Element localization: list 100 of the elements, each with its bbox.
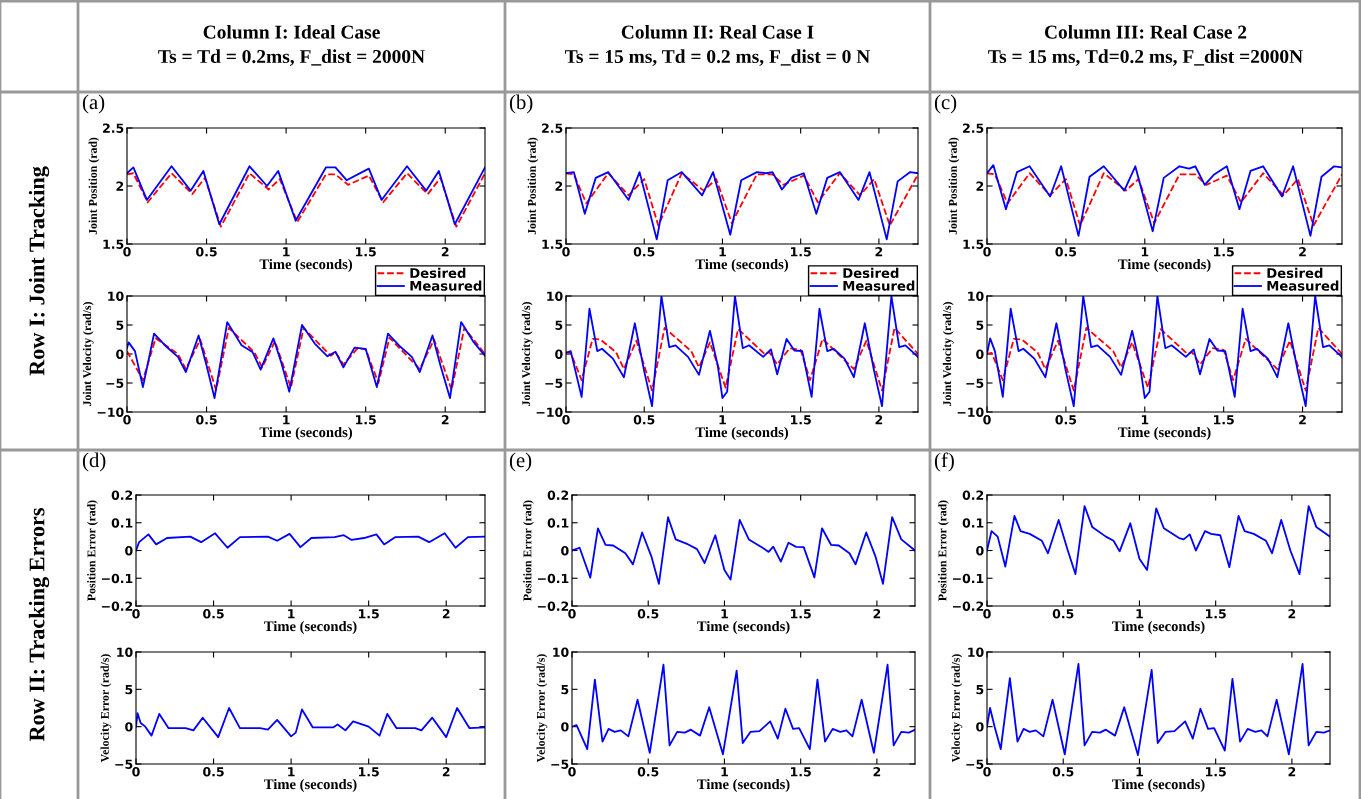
text: Row I: Joint Tracking — [28, 166, 50, 376]
y-axis-title: Joint Velocity (rad/s) — [521, 302, 533, 406]
y-tick-label: 2 — [976, 181, 984, 191]
x-tick-label: 1 — [719, 247, 726, 257]
y-tick-label: 0 — [976, 545, 984, 556]
text: (b) — [509, 94, 533, 114]
x-tick-label: 1.5 — [791, 609, 811, 619]
y-axis-title: Velocity Error (rad/s) — [536, 654, 548, 763]
line-series — [566, 171, 918, 241]
line-series — [572, 516, 915, 585]
x-tick-label: 1.5 — [359, 767, 379, 777]
x-tick-label: 1 — [1141, 415, 1149, 425]
x-axis-title: Time (seconds) — [264, 778, 357, 793]
y-tick-label: 2.5 — [963, 123, 984, 133]
y-tick-label: 1.5 — [542, 239, 563, 249]
y-axis-title: Joint Velocity (rad/s) — [942, 302, 954, 406]
y-tick-label: 0 — [976, 722, 984, 732]
x-tick-label: 1.5 — [791, 767, 811, 777]
y-tick-label: 0 — [116, 349, 124, 359]
y-tick-label: −0.1 — [952, 573, 984, 584]
x-tick-label: 0.5 — [1055, 247, 1077, 257]
legend-label: Desired — [843, 267, 899, 279]
x-tick-label: 2 — [442, 767, 450, 777]
y-axis-title: Velocity Error (rad/s) — [100, 654, 112, 763]
x-tick-label: 1.5 — [1206, 609, 1226, 619]
line-series — [566, 326, 918, 392]
x-tick-label: 1 — [719, 415, 726, 425]
line-series — [987, 663, 1330, 756]
y-tick-label: 10 — [968, 647, 984, 657]
line-series — [136, 532, 485, 552]
y-tick-label: 1.5 — [103, 239, 124, 249]
y-axis-title: Joint Velocity (rad/s) — [82, 302, 94, 406]
x-tick-label: 1 — [288, 767, 295, 777]
legend-label: Measured — [843, 280, 915, 291]
x-tick-label: 1.5 — [359, 609, 379, 619]
y-axis-title: Joint Position (rad) — [527, 137, 539, 235]
y-tick-label: 0 — [125, 545, 133, 556]
y-tick-label: 0 — [976, 349, 984, 359]
x-tick-label: 2 — [1299, 247, 1306, 257]
x-tick-label: 0.5 — [196, 415, 217, 425]
line-series — [136, 707, 485, 739]
x-axis-title: Time (seconds) — [1112, 620, 1205, 635]
line-series — [987, 326, 1342, 392]
line-series — [566, 172, 918, 227]
line-series — [987, 505, 1330, 575]
x-tick-label: 0 — [568, 767, 576, 777]
x-tick-label: 1 — [283, 415, 290, 425]
x-tick-label: 2 — [873, 609, 881, 619]
text: (c) — [934, 94, 957, 114]
text: (e) — [509, 452, 532, 472]
x-tick-label: 0.5 — [637, 767, 659, 777]
chart-title: Column III: Real Case 2 Ts = 15 ms, Td=0.2 ms, F_dist =2000N — [988, 24, 1303, 66]
line-series — [127, 321, 485, 399]
y-tick-label: 5 — [116, 320, 124, 330]
x-tick-label: 1.5 — [356, 415, 376, 425]
y-axis-title: Joint Position (rad) — [88, 137, 100, 235]
x-tick-label: 1.5 — [791, 247, 811, 257]
y-tick-label: 0.1 — [962, 518, 984, 528]
x-axis-title: Time (seconds) — [259, 426, 353, 441]
x-axis-title: Time (seconds) — [695, 426, 789, 441]
x-tick-label: 1 — [721, 609, 728, 619]
x-tick-label: 1 — [721, 767, 728, 777]
y-tick-label: −5 — [551, 759, 569, 769]
line-series — [572, 663, 915, 756]
y-tick-label: −0.2 — [952, 601, 984, 611]
legend-label: Measured — [410, 280, 482, 291]
x-tick-label: 1.5 — [356, 247, 376, 257]
x-tick-label: 2 — [875, 415, 883, 425]
x-tick-label: 0.5 — [196, 247, 217, 257]
x-tick-label: 2 — [1288, 767, 1296, 777]
x-tick-label: 0.5 — [1052, 609, 1074, 619]
x-tick-label: 1.5 — [1214, 247, 1234, 257]
y-tick-label: 0 — [561, 722, 569, 732]
y-tick-label: −5 — [966, 378, 984, 388]
legend-label: Desired — [1267, 267, 1323, 279]
x-tick-label: 0 — [983, 415, 991, 425]
y-tick-label: 2 — [116, 181, 124, 191]
y-tick-label: −0.2 — [537, 601, 569, 611]
x-tick-label: 0 — [132, 609, 140, 619]
y-tick-label: 0.1 — [111, 518, 133, 528]
x-axis-title: Time (seconds) — [1118, 258, 1211, 273]
x-tick-label: 0.5 — [633, 415, 655, 425]
text: (f) — [934, 452, 954, 472]
x-axis-title: Time (seconds) — [264, 620, 357, 635]
x-tick-label: 0.5 — [203, 767, 224, 777]
text: Row II: Tracking Errors — [28, 508, 50, 742]
x-axis-title: Time (seconds) — [1112, 778, 1205, 793]
y-tick-label: −0.1 — [537, 573, 569, 584]
legend-label: Measured — [1267, 280, 1339, 291]
x-tick-label: 0.5 — [633, 247, 655, 257]
x-tick-label: 2 — [441, 415, 449, 425]
x-tick-label: 0 — [983, 609, 991, 619]
x-tick-label: 2 — [1288, 609, 1296, 619]
x-tick-label: 1 — [288, 609, 295, 619]
y-tick-label: 5 — [125, 684, 133, 695]
y-tick-label: −5 — [115, 759, 133, 769]
x-tick-label: 0 — [568, 609, 576, 619]
y-tick-label: 0.1 — [547, 518, 569, 528]
x-tick-label: 1 — [1136, 609, 1143, 619]
y-tick-label: 5 — [976, 684, 984, 695]
